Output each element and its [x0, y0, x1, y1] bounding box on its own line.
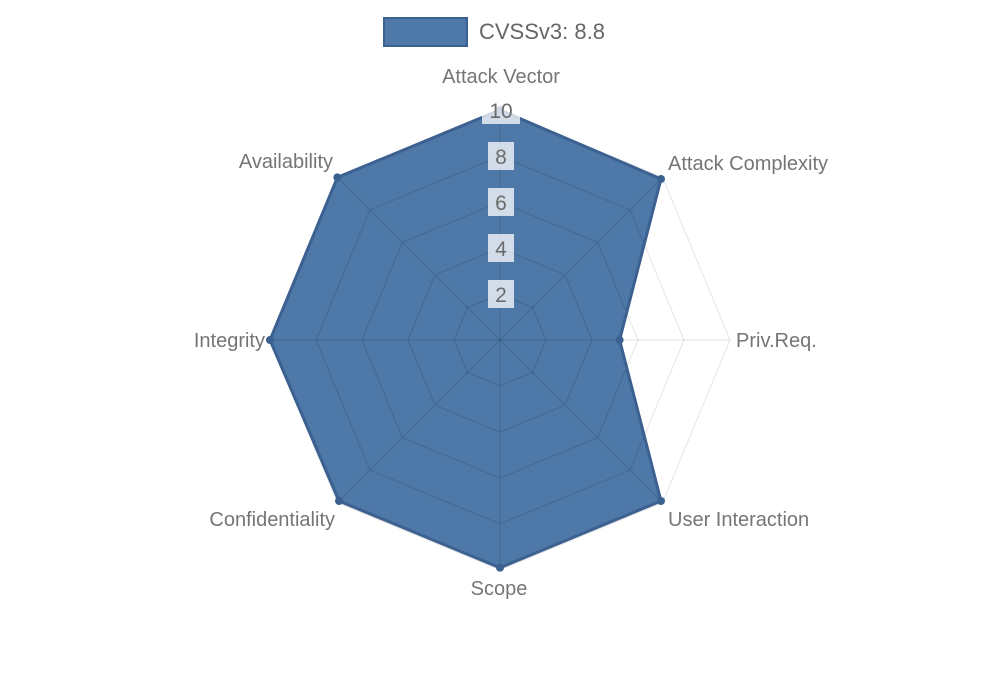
chart-legend: CVSSv3: 8.8	[383, 17, 605, 47]
axis-label-integrity: Integrity	[194, 330, 265, 352]
tick-backdrop	[488, 234, 514, 262]
tick-label: 4	[495, 238, 507, 261]
radar-point-integrity[interactable]	[266, 336, 274, 344]
axis-label-priv-req-: Priv.Req.	[736, 330, 817, 352]
radar-point-user-interaction[interactable]	[657, 497, 666, 506]
radar-point-confidentiality[interactable]	[334, 497, 343, 506]
tick-backdrop	[488, 188, 514, 216]
radar-grid-ring-inner	[453, 293, 547, 387]
radar-grid-spoke-inner	[499, 339, 661, 503]
radar-point-scope[interactable]	[496, 563, 504, 572]
legend-swatch	[383, 17, 468, 47]
axis-label-attack-complexity: Attack Complexity	[668, 153, 828, 175]
radar-grid-ring-inner	[361, 201, 639, 479]
legend-item-cvssv3[interactable]: CVSSv3: 8.8	[383, 17, 605, 47]
tick-label: 6	[495, 192, 507, 215]
radar-tick-labels: 2 4 6 8 10	[482, 96, 520, 308]
radar-grid-spoke-inner	[337, 339, 501, 503]
axis-label-confidentiality: Confidentiality	[209, 509, 335, 531]
radar-area	[270, 110, 661, 568]
axis-label-scope: Scope	[471, 578, 528, 600]
radar-grid-spoke-inner	[337, 177, 501, 341]
tick-backdrop	[488, 142, 514, 170]
axis-label-availability: Availability	[239, 151, 333, 173]
tick-label: 10	[489, 100, 512, 123]
tick-backdrop	[488, 280, 514, 308]
axis-label-user-interaction: User Interaction	[668, 509, 809, 531]
radar-grid-spoke-inner	[499, 177, 661, 341]
radar-grid-ring-inner	[407, 247, 593, 433]
tick-backdrop	[482, 96, 520, 124]
radar-point-priv-req-[interactable]	[615, 336, 624, 344]
tick-label: 8	[495, 146, 507, 169]
axis-label-attack-vector: Attack Vector	[442, 66, 560, 88]
legend-label: CVSSv3: 8.8	[479, 19, 605, 44]
radar-point-availability[interactable]	[333, 173, 342, 182]
tick-label: 2	[495, 284, 507, 307]
radar-point-attack-complexity[interactable]	[657, 174, 666, 183]
